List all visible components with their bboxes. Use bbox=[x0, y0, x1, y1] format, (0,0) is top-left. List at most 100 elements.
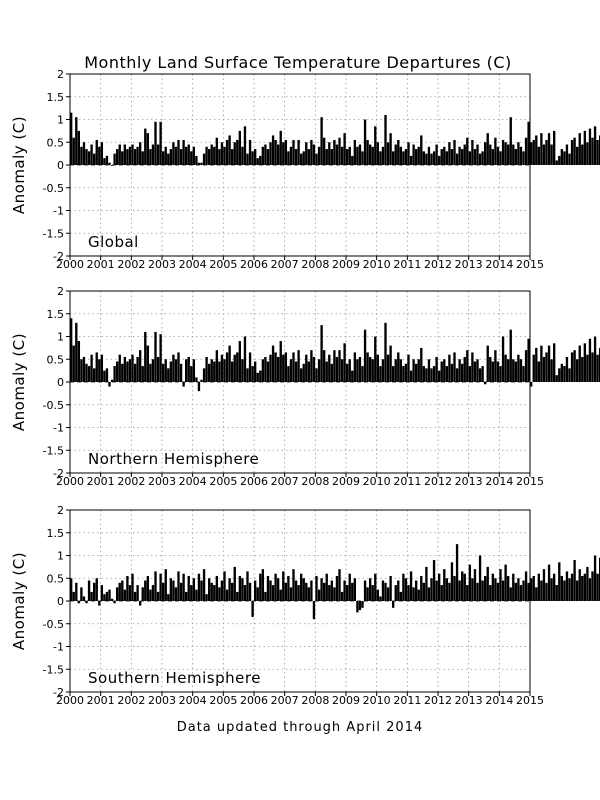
bar bbox=[432, 151, 436, 165]
bar bbox=[231, 582, 234, 601]
bar bbox=[399, 591, 403, 601]
bar bbox=[461, 149, 464, 165]
bar bbox=[422, 151, 426, 165]
bar bbox=[430, 578, 433, 601]
bar bbox=[320, 578, 323, 601]
bar bbox=[151, 359, 155, 382]
bar bbox=[172, 354, 175, 382]
bar bbox=[82, 596, 86, 601]
bar bbox=[95, 578, 98, 601]
bar bbox=[489, 356, 492, 382]
bar bbox=[466, 350, 469, 382]
bar bbox=[325, 573, 328, 601]
bar bbox=[317, 146, 321, 165]
bar bbox=[213, 585, 216, 601]
bar bbox=[159, 334, 162, 382]
bar bbox=[310, 350, 313, 382]
bar bbox=[361, 601, 364, 608]
bar bbox=[98, 601, 101, 606]
bar bbox=[317, 359, 321, 382]
bar bbox=[588, 578, 592, 601]
bar bbox=[542, 356, 546, 382]
bar bbox=[450, 363, 454, 382]
bar bbox=[259, 573, 262, 601]
x-tick-label: 2008 bbox=[301, 694, 329, 707]
bar bbox=[156, 356, 160, 382]
bar bbox=[220, 142, 224, 165]
bar bbox=[394, 359, 397, 382]
y-tick-label: -0.5 bbox=[43, 618, 64, 631]
bar bbox=[310, 139, 313, 165]
bar bbox=[463, 144, 466, 165]
bar bbox=[335, 144, 339, 165]
bar bbox=[568, 153, 571, 166]
bar bbox=[110, 598, 114, 601]
bar bbox=[110, 165, 114, 166]
bar bbox=[292, 352, 295, 382]
y-axis-label: Anomaly (C) bbox=[10, 116, 28, 214]
bar bbox=[167, 368, 170, 382]
bar bbox=[358, 144, 362, 165]
bar bbox=[522, 366, 525, 382]
bar bbox=[343, 343, 346, 382]
bar bbox=[496, 361, 500, 382]
bar bbox=[287, 366, 290, 382]
bar bbox=[277, 578, 280, 601]
bar bbox=[292, 139, 295, 165]
x-tick-label: 2006 bbox=[240, 258, 268, 271]
bar bbox=[547, 564, 551, 601]
bar bbox=[126, 575, 129, 601]
bar bbox=[545, 352, 548, 382]
bar bbox=[570, 139, 574, 165]
bar bbox=[422, 366, 426, 382]
x-tick-label: 2000 bbox=[56, 258, 84, 271]
bar bbox=[174, 146, 178, 165]
bar bbox=[455, 544, 459, 602]
bar bbox=[558, 368, 561, 382]
bar bbox=[167, 594, 170, 601]
bar bbox=[325, 361, 328, 382]
bar bbox=[389, 345, 392, 382]
bar bbox=[415, 580, 418, 601]
bar bbox=[591, 137, 594, 165]
bar bbox=[386, 354, 390, 382]
x-tick-label: 2008 bbox=[301, 475, 329, 488]
bar bbox=[330, 580, 334, 601]
x-tick-label: 2009 bbox=[332, 694, 360, 707]
bar bbox=[535, 347, 538, 383]
bar bbox=[87, 580, 91, 601]
bar bbox=[471, 139, 474, 165]
bar bbox=[427, 359, 431, 382]
y-tick-label: 1.5 bbox=[47, 91, 65, 104]
region-label: Northern Hemisphere bbox=[88, 450, 259, 468]
bar bbox=[537, 146, 541, 165]
x-tick-label: 2010 bbox=[363, 258, 391, 271]
bar bbox=[231, 361, 234, 382]
bar bbox=[356, 146, 359, 165]
bar bbox=[177, 352, 180, 382]
bar bbox=[440, 361, 443, 382]
bar bbox=[312, 356, 316, 382]
x-tick-label: 2003 bbox=[148, 475, 176, 488]
bar bbox=[149, 149, 152, 165]
bar bbox=[486, 133, 489, 165]
bar bbox=[374, 336, 377, 382]
y-axis-label: Anomaly (C) bbox=[10, 552, 28, 650]
bar bbox=[164, 146, 167, 165]
bar bbox=[440, 149, 443, 165]
bar bbox=[547, 345, 551, 382]
x-tick-label: 2006 bbox=[240, 475, 268, 488]
region-label: Global bbox=[88, 233, 139, 251]
x-tick-label: 2015 bbox=[516, 694, 544, 707]
bar bbox=[95, 352, 98, 382]
bar bbox=[527, 338, 530, 382]
bar bbox=[371, 146, 374, 165]
bar bbox=[289, 146, 293, 165]
y-tick-label: 1 bbox=[57, 331, 64, 344]
bar bbox=[550, 359, 553, 382]
bar bbox=[284, 139, 288, 165]
bar bbox=[463, 573, 466, 601]
bar bbox=[126, 149, 129, 165]
bar bbox=[136, 146, 139, 165]
